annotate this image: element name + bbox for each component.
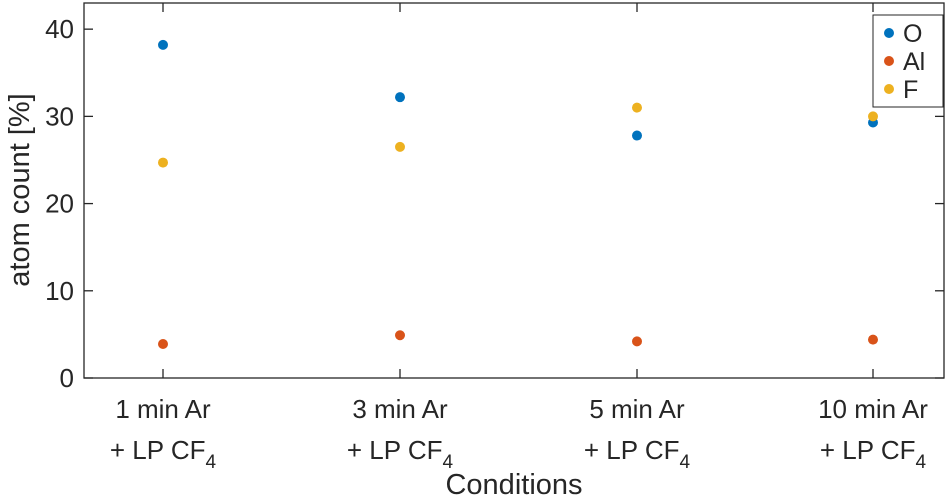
data-point-o [632, 130, 642, 141]
data-point-al [395, 330, 405, 341]
legend-label: Al [903, 48, 925, 76]
x-tick-label-line2: + LP CF4 [584, 435, 691, 473]
plot-area [83, 2, 945, 379]
data-point-f [158, 157, 168, 168]
legend-marker [884, 84, 894, 94]
data-point-o [395, 92, 405, 103]
y-tick-label: 20 [45, 189, 74, 219]
x-tick-label-line2: + LP CF4 [347, 435, 454, 473]
y-tick-label: 40 [45, 14, 74, 44]
y-axis: 0 10 20 30 40 [45, 14, 944, 393]
x-tick-label-line1: 10 min Ar [818, 394, 928, 424]
y-tick-label: 0 [60, 363, 74, 393]
data-point-f [632, 102, 642, 113]
x-tick-label-line1: 1 min Ar [115, 394, 211, 424]
x-tick-label-line2: + LP CF4 [820, 435, 927, 473]
y-tick-label: 10 [45, 276, 74, 306]
x-tick-label-line2: + LP CF4 [110, 435, 217, 473]
legend-marker [884, 56, 894, 66]
data-point-al [868, 334, 878, 345]
legend-label: F [903, 76, 918, 104]
x-axis-label: Conditions [445, 469, 582, 501]
data-point-al [158, 338, 168, 349]
legend-marker [884, 28, 894, 38]
x-tick-label-line1: 5 min Ar [589, 394, 685, 424]
y-axis-label: atom count [%] [4, 93, 36, 286]
x-tick-label-line1: 3 min Ar [352, 394, 448, 424]
data-point-f [868, 111, 878, 122]
data-point-f [395, 141, 405, 152]
data-points [158, 39, 878, 349]
legend-label: O [903, 20, 922, 48]
data-point-al [632, 336, 642, 347]
data-point-o [158, 39, 168, 50]
y-tick-label: 30 [45, 101, 74, 131]
